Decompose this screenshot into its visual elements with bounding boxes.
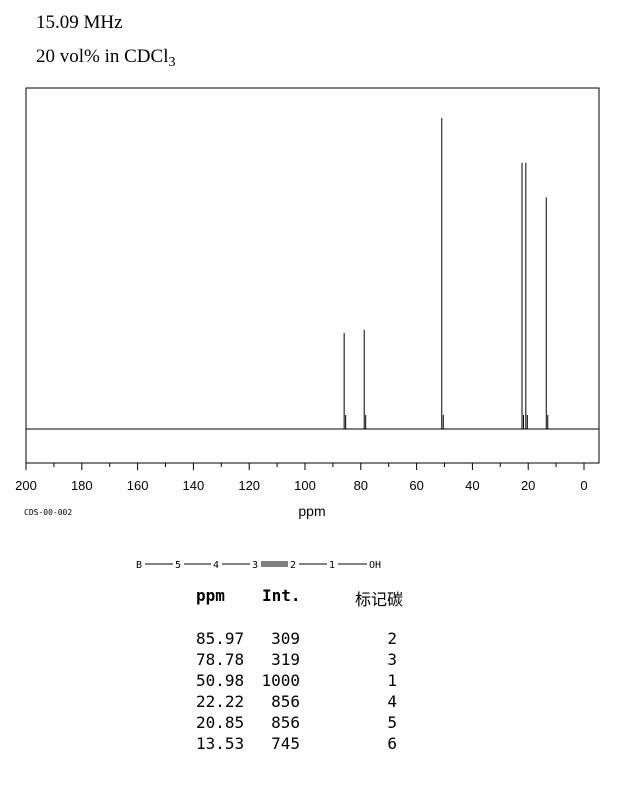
- spectrum-code: CDS-00-002: [24, 508, 73, 517]
- cell-assignment: 3: [387, 650, 397, 669]
- cell-intensity: 319: [271, 650, 300, 669]
- cell-assignment: 1: [387, 671, 397, 690]
- x-tick-label: 140: [183, 478, 205, 493]
- x-tick-label: 160: [127, 478, 149, 493]
- cell-assignment: 4: [387, 692, 397, 711]
- solvent-text: 20 vol% in CDCl: [36, 46, 169, 67]
- x-tick-label: 200: [15, 478, 37, 493]
- cell-assignment: 6: [387, 734, 397, 753]
- table-row: 85.97 309 2: [196, 628, 397, 649]
- table-row: 22.22 856 4: [196, 691, 397, 712]
- cell-ppm: 20.85: [196, 713, 245, 732]
- solvent-subscript: 3: [168, 55, 176, 70]
- cell-intensity: 1000: [261, 671, 300, 690]
- spectrometer-frequency: 15.09 MHz: [36, 12, 123, 33]
- structure-diagram: B 5 4 3 2 1 OH: [136, 560, 381, 571]
- x-tick-label: 120: [238, 478, 260, 493]
- cell-ppm: 85.97: [196, 629, 245, 648]
- x-axis-ticks: 200 180 160 140 120 100 80 60 40 20 0: [15, 463, 588, 493]
- peaks-group: [343, 118, 549, 429]
- cell-intensity: 745: [271, 734, 300, 753]
- table-row: 20.85 856 5: [196, 712, 397, 733]
- nmr-spectrum-chart: 200 180 160 140 120 100 80 60 40 20 0 ppm: [15, 87, 600, 519]
- table-row: 50.98 1000 1: [196, 670, 397, 691]
- x-tick-label: 20: [521, 478, 535, 493]
- structure-atom: 3: [252, 560, 258, 571]
- structure-atom: 1: [329, 560, 335, 571]
- structure-atom: 4: [213, 560, 219, 571]
- cell-intensity: 856: [271, 692, 300, 711]
- table-row: 78.78 319 3: [196, 649, 397, 670]
- x-axis-label: ppm: [298, 503, 325, 519]
- cell-ppm: 50.98: [196, 671, 245, 690]
- peak-table: 85.97 309 2 78.78 319 3 50.98 1000 1 22.22 856 4 20.…: [196, 628, 397, 754]
- structure-atom: 2: [290, 560, 296, 571]
- x-tick-label: 60: [409, 478, 423, 493]
- header-assignment: 标记碳: [355, 590, 404, 609]
- cell-assignment: 2: [387, 629, 397, 648]
- x-tick-label: 180: [71, 478, 93, 493]
- x-tick-label: 100: [294, 478, 316, 493]
- cell-assignment: 5: [387, 713, 397, 732]
- cell-ppm: 22.22: [196, 692, 245, 711]
- cell-ppm: 78.78: [196, 650, 245, 669]
- structure-atom: 5: [175, 560, 181, 571]
- structure-atoms: B 5 4 3 2 1 OH: [136, 560, 381, 571]
- plot-frame: [25, 87, 600, 464]
- solvent-info: 20 vol% in CDCl3: [36, 46, 176, 70]
- header-int: Int.: [262, 586, 301, 605]
- x-tick-label: 0: [580, 478, 587, 493]
- x-tick-label: 80: [354, 478, 368, 493]
- cell-ppm: 13.53: [196, 734, 245, 753]
- header-ppm: ppm: [196, 586, 225, 605]
- cell-intensity: 856: [271, 713, 300, 732]
- cell-intensity: 309: [271, 629, 300, 648]
- structure-atom: OH: [369, 560, 381, 571]
- x-tick-label: 40: [465, 478, 479, 493]
- table-row: 13.53 745 6: [196, 733, 397, 754]
- structure-atom: B: [136, 560, 142, 571]
